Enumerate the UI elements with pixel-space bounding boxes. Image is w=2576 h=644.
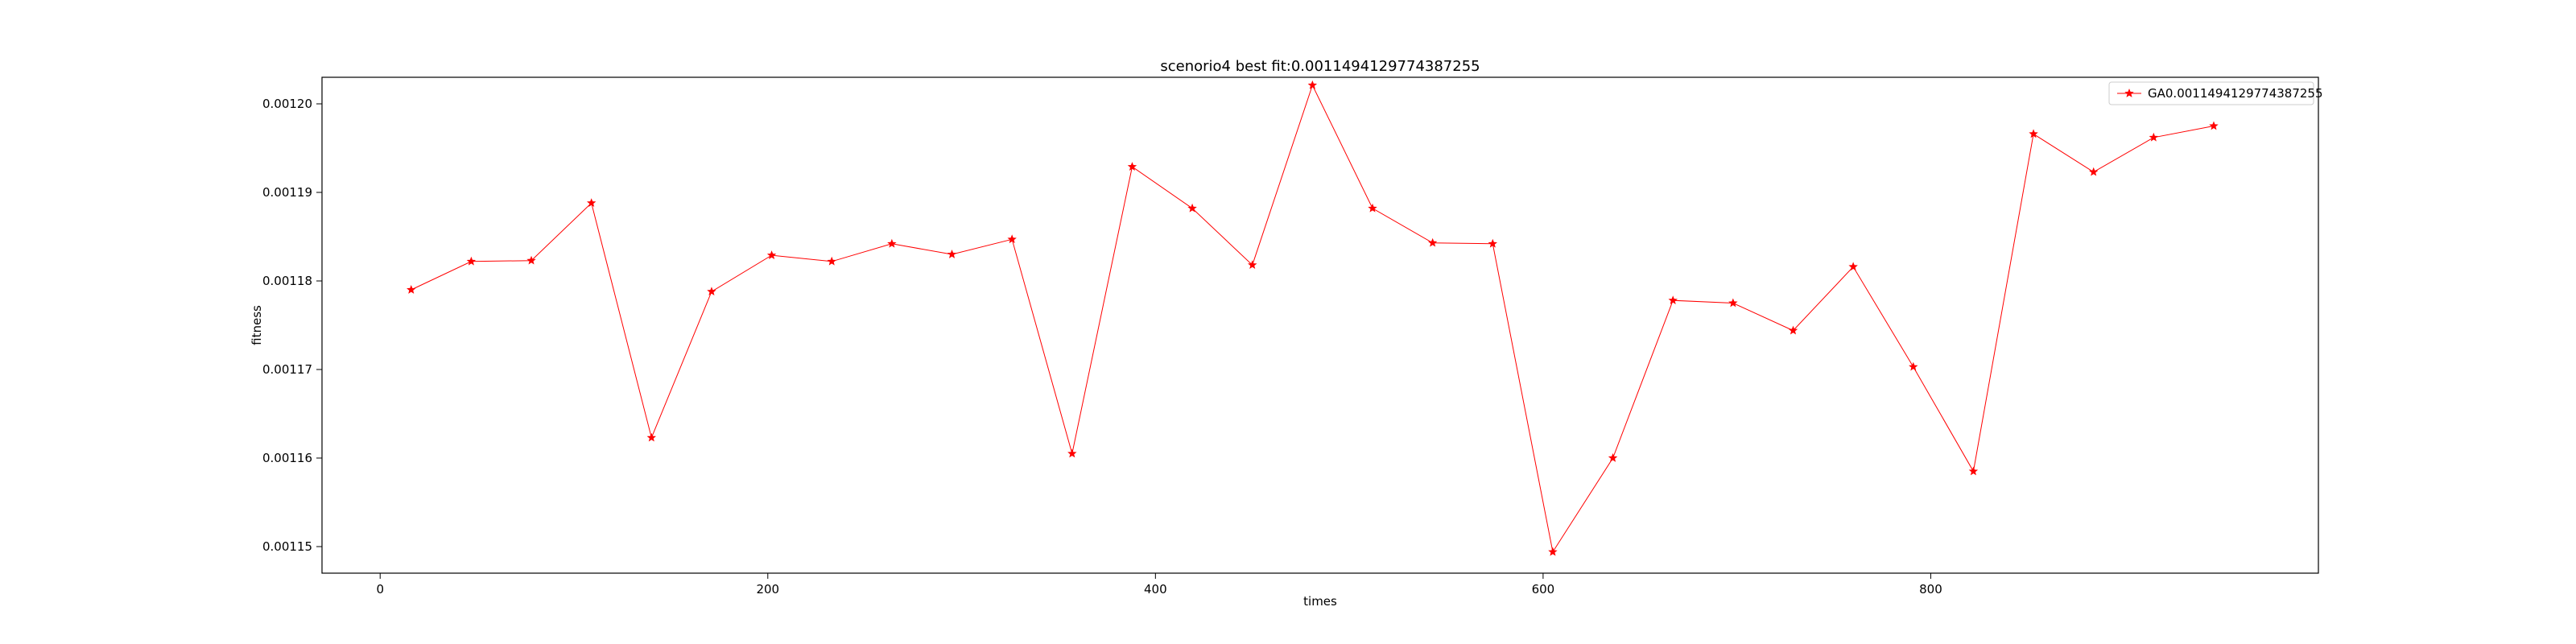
x-axis: 0 200 400 600 800 xyxy=(376,573,1942,597)
data-point xyxy=(1007,234,1017,244)
x-tick-label: 0 xyxy=(376,582,384,597)
data-point xyxy=(1728,298,1738,308)
x-tick-label: 600 xyxy=(1532,582,1555,597)
data-point xyxy=(766,250,777,259)
y-axis: 0.00115 0.00116 0.00117 0.00118 0.00119 0.001… xyxy=(262,97,322,554)
data-point xyxy=(1187,203,1197,213)
data-point xyxy=(887,238,897,248)
data-point xyxy=(1488,238,1497,248)
x-tick-label: 400 xyxy=(1144,582,1167,597)
legend: GA0.0011494129774387255 xyxy=(2108,81,2323,105)
legend-box xyxy=(2108,81,2314,105)
series-layer xyxy=(407,80,2219,556)
data-point xyxy=(1067,448,1077,458)
y-tick-label: 0.00120 xyxy=(262,97,312,111)
data-point xyxy=(2149,132,2159,142)
chart-title: scenorio4 best fit:0.0011494129774387255 xyxy=(1160,58,1480,75)
data-point xyxy=(1909,361,1918,371)
data-point xyxy=(646,432,657,442)
data-point xyxy=(1668,295,1678,305)
plot-area xyxy=(321,76,2319,574)
data-point xyxy=(947,250,957,258)
x-tick-label: 200 xyxy=(756,582,779,597)
data-point xyxy=(526,255,536,265)
data-point xyxy=(1968,466,1979,476)
data-point xyxy=(707,287,716,296)
y-tick-label: 0.00117 xyxy=(262,362,312,377)
data-point xyxy=(466,256,477,266)
legend-label: GA0.0011494129774387255 xyxy=(2148,86,2323,101)
y-axis-label: fitness xyxy=(250,305,264,345)
data-point xyxy=(1608,453,1618,462)
data-point xyxy=(2029,129,2038,138)
data-point xyxy=(1788,325,1798,335)
y-tick-label: 0.00115 xyxy=(262,539,312,554)
y-tick-label: 0.00119 xyxy=(262,185,312,200)
y-tick-label: 0.00116 xyxy=(262,451,312,465)
data-point xyxy=(2209,121,2219,130)
y-tick-label: 0.00118 xyxy=(262,274,312,288)
data-point xyxy=(1848,262,1858,271)
x-axis-label: times xyxy=(1303,594,1337,609)
data-point xyxy=(1548,547,1558,556)
data-point xyxy=(1248,260,1257,270)
data-point xyxy=(586,198,597,208)
data-point xyxy=(407,285,416,294)
data-point xyxy=(1427,237,1438,247)
data-point xyxy=(2088,167,2099,176)
x-tick-label: 800 xyxy=(1919,582,1942,597)
data-point xyxy=(1127,162,1137,171)
data-point xyxy=(1368,203,1377,213)
legend-marker xyxy=(2124,89,2134,97)
data-point xyxy=(827,256,836,266)
data-point xyxy=(1307,80,1318,89)
